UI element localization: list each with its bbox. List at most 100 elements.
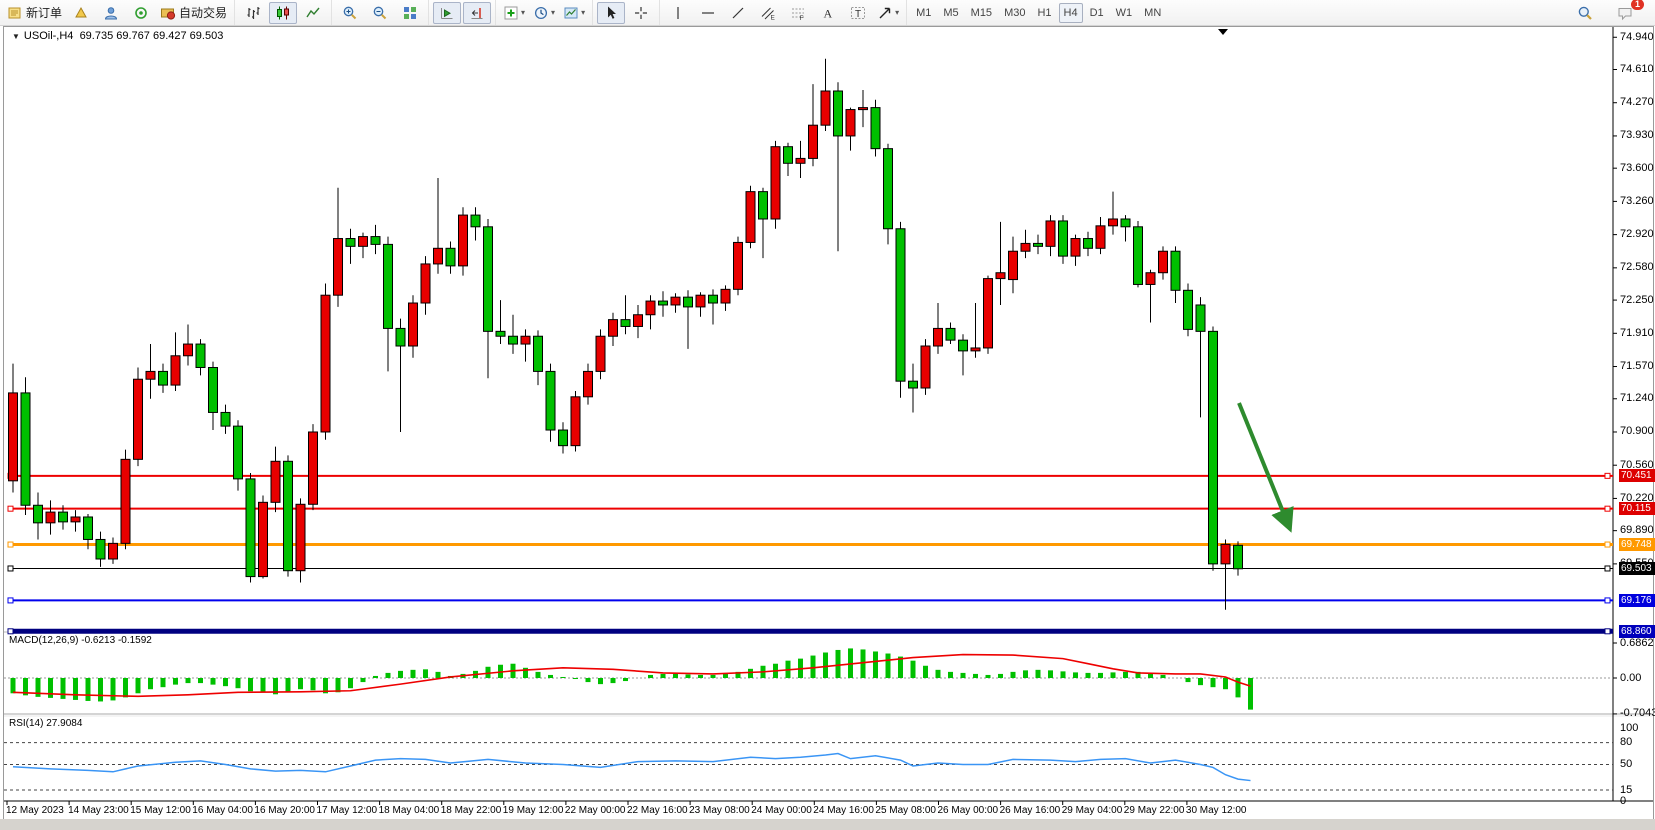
channel-icon: E bbox=[761, 7, 776, 21]
rsi-axis-label: 0 bbox=[1620, 794, 1627, 807]
price-line-70.451[interactable] bbox=[7, 472, 1613, 479]
timeframe-W1-button[interactable]: W1 bbox=[1115, 6, 1133, 19]
search-icon bbox=[1578, 6, 1592, 20]
vline-icon bbox=[677, 6, 679, 19]
price-axis-label: 71.570 bbox=[1620, 360, 1654, 373]
date-axis-label: 29 May 22:00 bbox=[1123, 805, 1185, 816]
notification-badge: 1 bbox=[1631, 0, 1644, 10]
timeframe-H4-button[interactable]: H4 bbox=[1058, 2, 1083, 23]
price-line-68.860[interactable] bbox=[7, 628, 1613, 635]
chart-shift-marker[interactable] bbox=[1218, 29, 1228, 35]
price-axis-label: 70.900 bbox=[1620, 425, 1654, 438]
chat-button[interactable]: 1 bbox=[1611, 0, 1644, 24]
date-axis-label: 24 May 00:00 bbox=[751, 805, 812, 816]
horizontal-line-button[interactable] bbox=[694, 2, 722, 24]
date-axis-label: 18 May 04:00 bbox=[378, 805, 440, 816]
macd-axis-label: -0.7043 bbox=[1620, 707, 1655, 720]
date-axis-label: 15 May 12:00 bbox=[130, 805, 191, 816]
price-axis-label: 72.580 bbox=[1620, 261, 1654, 274]
price-tag-70.115: 70.115 bbox=[1619, 502, 1655, 516]
candlestick-button[interactable] bbox=[269, 1, 298, 24]
vertical-line-button[interactable] bbox=[664, 2, 692, 24]
timeframe-M15-button[interactable]: M15 bbox=[970, 6, 993, 19]
chart-canvas[interactable] bbox=[4, 27, 1653, 819]
macd-signal-line bbox=[12, 653, 1251, 698]
toolbar-group-insert: ▾ ▾ ▾ bbox=[495, 0, 592, 25]
toolbar-group-zoom bbox=[331, 0, 428, 25]
line-icon bbox=[306, 7, 320, 17]
zoom-out-button[interactable] bbox=[366, 2, 394, 24]
price-axis-label: 72.920 bbox=[1620, 228, 1654, 241]
text-label-button[interactable]: T bbox=[844, 2, 872, 24]
text-button[interactable]: A bbox=[814, 2, 842, 24]
label-icon: T bbox=[851, 6, 866, 20]
price-axis-label: 72.250 bbox=[1620, 293, 1654, 306]
timeframe-MN-button[interactable]: MN bbox=[1144, 6, 1162, 19]
cursor-button[interactable] bbox=[597, 1, 626, 24]
fibo-icon: F bbox=[792, 8, 805, 21]
new-order-button-label: 新订单 bbox=[26, 6, 63, 20]
trendline-button[interactable] bbox=[724, 2, 752, 24]
rsi-axis-label: 100 bbox=[1620, 721, 1639, 734]
svg-text:E: E bbox=[771, 14, 776, 21]
zoom-in-button[interactable] bbox=[336, 2, 364, 24]
toolbar-right: 1 bbox=[1565, 0, 1655, 24]
price-line-69.176[interactable] bbox=[7, 597, 1613, 604]
indicators-button[interactable]: ▾ bbox=[500, 2, 528, 24]
tile-windows-button[interactable] bbox=[396, 2, 424, 24]
profile-icon-button[interactable] bbox=[67, 2, 95, 24]
timeframe-M30-button[interactable]: M30 bbox=[1004, 6, 1026, 19]
price-tag-70.451: 70.451 bbox=[1619, 469, 1655, 483]
svg-text:F: F bbox=[800, 15, 804, 21]
dropdown-caret-icon[interactable]: ▾ bbox=[895, 8, 900, 17]
annotation-arrow[interactable] bbox=[1237, 402, 1294, 533]
price-line-69.503[interactable] bbox=[7, 565, 1613, 572]
timeframe-M1-button[interactable]: M1 bbox=[916, 6, 932, 19]
navigator-button[interactable] bbox=[127, 2, 155, 24]
price-tag-69.503: 69.503 bbox=[1619, 561, 1655, 575]
arrows-button[interactable]: ▾ bbox=[874, 2, 902, 24]
date-axis-label: 25 May 08:00 bbox=[875, 805, 936, 816]
new-order-icon bbox=[8, 7, 21, 18]
new-order-button[interactable]: 新订单 bbox=[4, 2, 65, 24]
auto-trading-button[interactable]: 自动交易 bbox=[157, 2, 230, 24]
toolbar-group-pointer bbox=[592, 0, 659, 25]
arrows-icon bbox=[879, 7, 891, 18]
crosshair-button[interactable] bbox=[627, 2, 655, 24]
auto-scroll-icon bbox=[441, 7, 453, 19]
clock-icon bbox=[534, 6, 548, 19]
zoom-out-icon bbox=[373, 6, 387, 19]
timeframe-H1-button[interactable]: H1 bbox=[1037, 6, 1052, 19]
candles-icon bbox=[277, 6, 290, 19]
cursor-icon bbox=[608, 6, 617, 19]
search-button[interactable] bbox=[1571, 2, 1599, 24]
date-axis-label: 18 May 22:00 bbox=[440, 805, 502, 816]
bar-chart-button[interactable] bbox=[239, 2, 267, 24]
profile-icon bbox=[75, 6, 87, 17]
auto-scroll-button[interactable] bbox=[433, 1, 462, 24]
market-watch-button[interactable] bbox=[97, 2, 125, 24]
templates-button[interactable]: ▾ bbox=[560, 2, 588, 24]
chart-shift-button[interactable] bbox=[463, 1, 492, 24]
price-line-69.748[interactable] bbox=[7, 541, 1613, 548]
chart-window[interactable]: ▼ USOil-,H4 69.735 69.767 69.427 69.503 M… bbox=[3, 26, 1655, 820]
rsi-axis-label: 15 bbox=[1620, 783, 1633, 796]
line-chart-button[interactable] bbox=[299, 2, 327, 24]
dropdown-caret-icon[interactable]: ▾ bbox=[551, 8, 556, 17]
toolbar: 新订单 自动交易 ▾ ▾ ▾ E F A T ▾ M1 M5 M15 M30 H1 H4 D1 W1 MN 1 bbox=[0, 0, 1655, 26]
channel-button[interactable]: E bbox=[754, 2, 782, 24]
price-axis-label: 71.240 bbox=[1620, 392, 1654, 405]
navigator-icon bbox=[135, 6, 147, 19]
rsi-axis-label: 80 bbox=[1620, 736, 1633, 749]
date-axis-label: 14 May 23:00 bbox=[68, 805, 129, 816]
text-icon: A bbox=[824, 6, 833, 20]
price-axis-label: 71.910 bbox=[1620, 326, 1654, 339]
timeframe-D1-button[interactable]: D1 bbox=[1089, 6, 1104, 19]
date-axis-label: 12 May 2023 bbox=[6, 805, 64, 816]
periods-button[interactable]: ▾ bbox=[530, 2, 558, 24]
dropdown-caret-icon[interactable]: ▾ bbox=[521, 8, 526, 17]
fibonacci-button[interactable]: F bbox=[784, 2, 812, 24]
dropdown-caret-icon[interactable]: ▾ bbox=[581, 8, 586, 17]
timeframe-M5-button[interactable]: M5 bbox=[943, 6, 959, 19]
price-axis-label: 70.220 bbox=[1620, 491, 1654, 504]
